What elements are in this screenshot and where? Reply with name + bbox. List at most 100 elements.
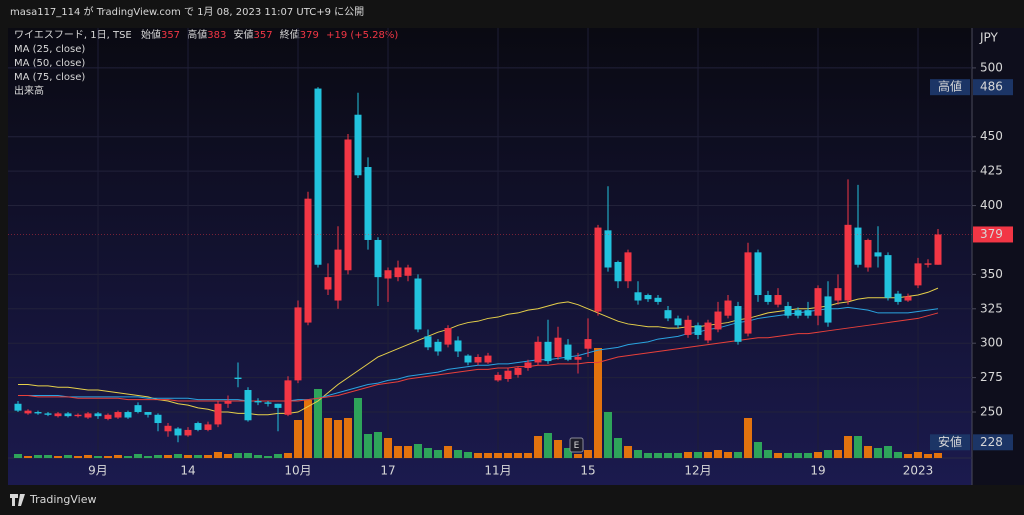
candle-body: [24, 410, 32, 414]
x-tick-label: 17: [380, 464, 395, 478]
volume-bar: [524, 453, 532, 458]
candle-body: [924, 263, 932, 265]
candle-body: [144, 412, 152, 415]
volume-bar: [104, 456, 112, 458]
y-tick-label: 325: [980, 301, 1003, 315]
legend-entry: MA (50, close): [14, 58, 85, 69]
marker-value: 228: [980, 435, 1003, 449]
volume-bar: [304, 400, 312, 458]
volume-bar: [544, 433, 552, 458]
volume-bar: [734, 452, 742, 458]
volume-bar: [424, 448, 432, 458]
high-label: 高値: [187, 28, 207, 41]
candle-body: [84, 413, 92, 418]
volume-bar: [614, 438, 622, 458]
x-tick-label: 15: [580, 464, 595, 478]
volume-bar: [254, 455, 262, 458]
volume-bar: [184, 455, 192, 458]
volume-bar: [214, 452, 222, 458]
candle-body: [424, 336, 432, 348]
marker-value: 486: [980, 80, 1003, 94]
y-tick-label: 250: [980, 405, 1003, 419]
event-label: E: [574, 441, 580, 451]
candle-body: [414, 278, 422, 330]
volume-bar: [664, 453, 672, 458]
candle-body: [254, 401, 262, 403]
candle-body: [324, 277, 332, 290]
candle-body: [624, 252, 632, 282]
candle-body: [664, 310, 672, 319]
volume-bar: [654, 453, 662, 458]
symbol-title: ワイエスフード, 1日, TSE: [14, 30, 132, 41]
volume-bar: [144, 456, 152, 458]
candle-body: [354, 114, 362, 176]
candle-body: [74, 414, 82, 417]
candle-body: [594, 227, 602, 312]
marker-name-box: [930, 79, 970, 96]
volume-bar: [434, 450, 442, 458]
x-tick-label: 2023: [903, 464, 934, 478]
volume-bar: [74, 456, 82, 458]
y-tick-label: 300: [980, 336, 1003, 350]
candle-body: [274, 403, 282, 408]
candle-body: [284, 380, 292, 415]
volume-bar: [274, 454, 282, 458]
volume-bar: [784, 453, 792, 458]
axis-unit: JPY: [979, 31, 999, 45]
candle-body: [64, 413, 72, 417]
volume-bar: [354, 398, 362, 458]
volume-bar: [884, 446, 892, 458]
volume-bar: [824, 450, 832, 458]
candle-body: [514, 367, 522, 375]
x-tick-label: 10月: [284, 464, 311, 478]
candle-body: [914, 263, 922, 286]
candle-body: [814, 288, 822, 316]
candle-body: [824, 296, 832, 323]
volume-bar: [464, 452, 472, 458]
volume-bar: [204, 455, 212, 458]
candle-body: [384, 270, 392, 279]
candle-body: [364, 167, 372, 240]
volume-bar: [264, 456, 272, 458]
close-label: 終値: [280, 28, 300, 41]
candle-body: [504, 370, 512, 379]
legend-entry: MA (25, close): [14, 44, 85, 55]
candle-body: [404, 267, 412, 276]
volume-bar: [14, 454, 22, 458]
candle-body: [14, 403, 22, 411]
candle-body: [444, 328, 452, 345]
candle-body: [174, 428, 182, 436]
volume-bar: [874, 448, 882, 458]
volume-bar: [234, 453, 242, 458]
plot: 250 275 300 325 350 400 425 450 500 9月 14 10月 17 11月 1…: [8, 28, 1013, 478]
y-tick-label: 500: [980, 60, 1003, 74]
candle-body: [874, 252, 882, 257]
legend-line: ワイエスフード, 1日, TSE 始値357 高値383 安値357 終値379…: [14, 28, 398, 41]
y-tick-label: 450: [980, 129, 1003, 143]
candle-body: [524, 362, 532, 368]
low-label: 安値: [234, 28, 254, 41]
candle-body: [684, 319, 692, 335]
marker-value-box: [973, 434, 1013, 451]
candle-body: [374, 239, 382, 278]
candle-body: [304, 198, 312, 323]
candle-body: [614, 261, 622, 282]
candle-body: [574, 356, 582, 360]
price-axis-background: [972, 28, 1024, 485]
x-tick-label: 12月: [684, 464, 711, 478]
candle-body: [314, 88, 322, 265]
volume-bar: [764, 450, 772, 458]
volume-bar: [324, 418, 332, 458]
volume-bar: [164, 455, 172, 458]
candle-body: [744, 252, 752, 334]
candle-body: [114, 412, 122, 418]
candle-body: [864, 239, 872, 268]
volume-bar: [114, 455, 122, 458]
volume-bar: [284, 453, 292, 458]
volume-bar: [864, 446, 872, 458]
candle-body: [634, 292, 642, 301]
candle-body: [774, 295, 782, 305]
candle-body: [394, 267, 402, 278]
